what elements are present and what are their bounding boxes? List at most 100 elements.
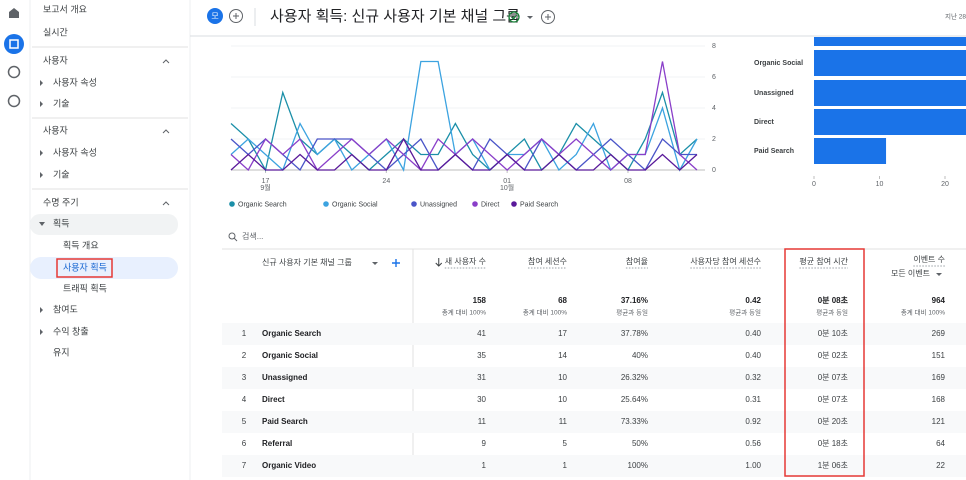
events-filter[interactable]: 모든 이벤트 [891, 268, 930, 278]
x-tick-label: 17 [262, 178, 270, 185]
legend-swatch [511, 201, 517, 207]
nav-item[interactable]: 유지 [53, 347, 70, 357]
column-header[interactable]: 평균 참여 시간 [799, 256, 848, 266]
expand-arrow [40, 329, 43, 335]
series-line [230, 137, 698, 171]
reports-glyph [9, 39, 19, 49]
column-header[interactable]: 이벤트 수 [913, 254, 945, 264]
nav-item[interactable]: 사용자 속성 [53, 147, 97, 157]
total-value: 964 [932, 296, 946, 305]
cell: 64 [936, 439, 945, 448]
reports-icon[interactable] [4, 34, 24, 54]
column-header[interactable]: 참여율 [626, 256, 648, 266]
add-dimension[interactable] [392, 259, 400, 267]
nav-item[interactable]: 기술 [53, 169, 70, 179]
expand-arrow [40, 172, 43, 178]
row-index: 1 [242, 329, 247, 338]
badge-text: 모 [211, 12, 218, 21]
add-button[interactable] [541, 10, 555, 24]
row-name[interactable]: Organic Social [262, 351, 318, 360]
cell: 1 [482, 461, 487, 470]
x-tick-label: 0 [812, 181, 816, 188]
nav-item[interactable]: 획득 [53, 217, 70, 228]
row-name[interactable]: Direct [262, 395, 285, 404]
nav-item[interactable]: 수익 창출 [53, 325, 89, 336]
section-caret [162, 59, 170, 64]
cell: 25.64% [621, 395, 648, 404]
highlight-box [784, 248, 865, 477]
row-name[interactable]: Unassigned [262, 373, 307, 382]
cell: 0.31 [745, 395, 761, 404]
cell: 37.78% [621, 329, 648, 338]
search-input[interactable]: 검색... [242, 231, 263, 241]
cell: 0분 07초 [818, 395, 848, 404]
column-header[interactable]: 신규 사용자 기본 채널 그룹 [262, 257, 352, 267]
nav-item[interactable]: 수명 주기 [43, 197, 79, 207]
nav-item[interactable]: 사용자 [43, 55, 69, 65]
dropdown[interactable] [527, 16, 533, 19]
home-icon[interactable] [9, 8, 19, 18]
explore-icon[interactable] [7, 65, 21, 79]
nav-item[interactable]: 참여도 [53, 303, 78, 314]
badge[interactable] [207, 8, 223, 24]
nav-item[interactable]: 사용자 속성 [53, 77, 97, 87]
bar-label: Paid Search [754, 148, 794, 155]
plus-glyph [233, 13, 239, 19]
row-index: 4 [242, 395, 247, 404]
total-note: 총계 대비 100% [523, 308, 567, 317]
column-header[interactable]: 사용자당 참여 세션수 [690, 256, 761, 266]
cell: 0.92 [745, 417, 761, 426]
advertising-icon[interactable] [7, 94, 21, 108]
row-name[interactable]: Organic Video [262, 461, 316, 470]
cell: 31 [477, 373, 486, 382]
highlight-box [56, 258, 113, 278]
nav-item[interactable]: 사용자 [43, 125, 69, 135]
row-name[interactable]: Organic Search [262, 329, 321, 338]
nav-item[interactable]: 트래픽 획득 [63, 282, 107, 293]
plus-glyph [545, 14, 551, 20]
cell: 0분 18초 [818, 439, 848, 448]
nav-item[interactable]: 실시간 [43, 27, 68, 37]
legend-swatch [411, 201, 417, 207]
column-header[interactable]: 참여 세션수 [528, 256, 567, 266]
row-index: 5 [242, 417, 247, 426]
date-range[interactable]: 지난 28 [945, 12, 966, 21]
legend-label: Organic Search [238, 201, 287, 208]
row-bg [222, 323, 966, 345]
nav-item[interactable]: 사용자 획득 [63, 261, 107, 272]
bar-label: Direct [754, 119, 775, 126]
legend-swatch [229, 201, 235, 207]
column-header[interactable]: 새 사용자 수 [445, 257, 486, 266]
x-tick-label: 08 [624, 178, 632, 185]
row-index: 7 [242, 461, 247, 470]
cell: 22 [936, 461, 945, 470]
icon-rail [4, 8, 24, 108]
section-caret [162, 129, 170, 134]
events-dropdown[interactable] [936, 273, 942, 276]
cell: 1 [563, 461, 568, 470]
nav-item[interactable]: 획득 개요 [63, 239, 99, 250]
expand-arrow [40, 150, 43, 156]
bar [814, 109, 966, 135]
cell: 26.32% [621, 373, 648, 382]
expand-arrow [40, 101, 43, 107]
row-name[interactable]: Referral [262, 439, 292, 448]
check-glyph [511, 14, 518, 20]
cell: 40% [632, 351, 648, 360]
total-value: 68 [558, 296, 567, 305]
row-bg [222, 411, 966, 433]
y-tick-label: 6 [712, 74, 716, 81]
nav-item[interactable]: 기술 [53, 98, 70, 108]
cell: 10 [558, 395, 567, 404]
legend-label: Direct [481, 201, 499, 208]
legend-label: Unassigned [420, 201, 457, 208]
add-comparison[interactable] [229, 9, 243, 23]
total-note: 평균과 동일 [729, 308, 761, 317]
nav-item[interactable]: 보고서 개요 [43, 4, 87, 14]
search-icon-handle [233, 237, 238, 242]
dimension-dropdown[interactable] [372, 262, 378, 265]
row-name[interactable]: Paid Search [262, 417, 308, 426]
nav-selected-bg [30, 257, 178, 279]
